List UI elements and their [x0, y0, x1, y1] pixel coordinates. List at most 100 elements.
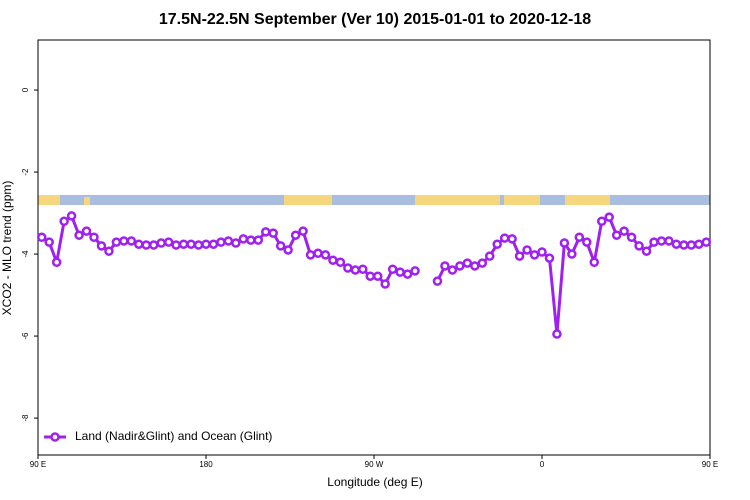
data-point: [582, 237, 592, 247]
data-point: [216, 237, 226, 247]
data-point: [298, 226, 308, 236]
data-point: [313, 248, 323, 258]
data-point: [74, 230, 84, 240]
data-point: [387, 264, 398, 274]
data-point: [477, 258, 488, 268]
data-point: [126, 236, 137, 246]
data-point: [626, 232, 637, 242]
data-point: [619, 226, 629, 236]
data-point: [604, 212, 614, 222]
data-point: [335, 257, 346, 268]
data-point: [178, 239, 189, 249]
data-point: [567, 249, 577, 259]
data-point: [141, 240, 152, 250]
data-point: [171, 240, 181, 250]
data-point: [193, 240, 204, 250]
x-axis-label: Longitude (deg E): [327, 475, 422, 489]
data-point: [634, 241, 644, 251]
data-point: [59, 216, 69, 227]
data-point: [641, 246, 652, 256]
data-point: [514, 251, 525, 261]
data-point: [268, 228, 278, 238]
data-point: [537, 247, 547, 257]
data-point: [365, 271, 376, 281]
data-point: [305, 250, 316, 260]
data-point: [66, 211, 77, 221]
data-point: [447, 265, 458, 275]
data-point: [89, 232, 99, 242]
data-point: [238, 234, 249, 244]
legend-marker: [50, 432, 60, 442]
data-point: [163, 237, 174, 247]
chart-title: 17.5N-22.5N September (Ver 10) 2015-01-0…: [159, 11, 591, 28]
data-point: [253, 235, 264, 245]
data-point: [44, 237, 54, 247]
x-tick-label: 180: [199, 460, 213, 469]
data-point: [81, 226, 92, 236]
y-tick-label: -2: [21, 168, 30, 176]
x-tick-label: 90 E: [702, 460, 718, 469]
data-point: [223, 236, 234, 246]
data-point: [395, 267, 405, 277]
data-point: [402, 269, 413, 279]
data-point: [507, 234, 517, 244]
data-point: [611, 230, 622, 240]
data-point: [529, 250, 540, 260]
data-point: [380, 279, 390, 289]
data-point: [492, 239, 502, 249]
y-tick-label: -6: [21, 332, 30, 340]
data-point: [679, 240, 689, 250]
data-point: [499, 233, 510, 243]
data-point: [358, 264, 368, 274]
data-point: [283, 245, 293, 255]
data-point: [694, 239, 704, 249]
data-point: [656, 236, 667, 246]
data-point: [649, 237, 659, 247]
data-point: [290, 230, 301, 240]
data-point: [231, 238, 241, 248]
y-axis-label: XCO2 - MLO trend (ppm): [0, 181, 14, 316]
data-point: [350, 265, 361, 275]
data-point: [522, 245, 532, 255]
data-point: [328, 255, 338, 265]
data-point: [260, 227, 271, 237]
data-point: [701, 237, 712, 247]
data-point: [664, 236, 674, 246]
data-point: [574, 232, 585, 242]
data-point: [484, 251, 495, 261]
data-point: [440, 261, 450, 271]
x-tick-label: 90 E: [30, 460, 46, 469]
data-point: [51, 257, 62, 268]
data-point: [208, 239, 219, 249]
data-point: [559, 238, 570, 248]
data-point: [320, 250, 331, 260]
legend-label: Land (Nadir&Glint) and Ocean (Glint): [75, 429, 272, 443]
y-tick-label: 0: [21, 87, 30, 92]
land-ocean-strip: [38, 195, 710, 205]
y-tick-label: -4: [21, 250, 30, 258]
data-point: [432, 276, 443, 286]
data-point: [462, 258, 473, 268]
x-tick-label: 0: [540, 460, 545, 469]
data-point: [111, 237, 122, 247]
data-point: [343, 263, 353, 273]
data-point: [96, 241, 107, 251]
x-tick-label: 90 W: [365, 460, 384, 469]
data-point: [134, 239, 144, 249]
data-point: [372, 271, 383, 281]
data-point: [275, 241, 286, 251]
data-point: [544, 253, 555, 263]
data-point: [671, 239, 682, 249]
data-point: [589, 257, 600, 268]
data-point: [470, 261, 480, 271]
data-point: [596, 216, 607, 227]
data-point: [36, 232, 47, 242]
data-point: [455, 261, 465, 271]
y-tick-label: -8: [21, 414, 30, 422]
data-point: [246, 235, 256, 245]
data-point: [410, 266, 420, 276]
data-point: [201, 239, 211, 249]
data-point: [156, 238, 166, 248]
data-point: [148, 240, 159, 250]
